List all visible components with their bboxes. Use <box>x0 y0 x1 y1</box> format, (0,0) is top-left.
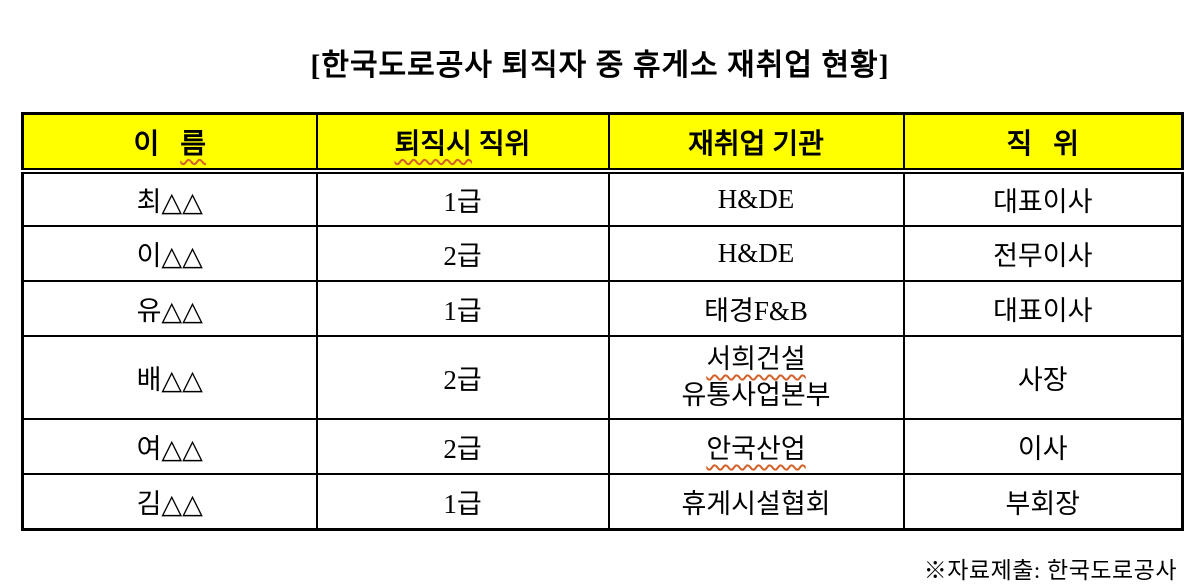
column-header-name: 이 름 <box>21 112 318 174</box>
table-row: 유△△ 1급 태경F&B 대표이사 <box>21 280 1184 337</box>
table-row: 최△△ 1급 H&DE 대표이사 <box>21 170 1184 227</box>
cell-name: 이△△ <box>21 225 318 282</box>
cell-rank: 2급 <box>315 225 610 282</box>
cell-rank: 2급 <box>315 418 610 475</box>
cell-rank: 2급 <box>315 335 610 420</box>
header-text: 직 위 <box>1006 128 1080 160</box>
header-text: 재취업 기관 <box>688 128 824 160</box>
org-line2: 유통사업본부 <box>681 379 831 410</box>
cell-position: 사장 <box>902 335 1184 420</box>
table-row: 여△△ 2급 안국산업 이사 <box>21 418 1184 475</box>
cell-position: 부회장 <box>902 473 1184 530</box>
cell-org: 안국산업 <box>607 418 905 475</box>
cell-position: 이사 <box>902 418 1184 475</box>
cell-name: 김△△ <box>21 473 318 530</box>
org-spellcheck: 안국산업 <box>706 434 806 464</box>
cell-rank: 1급 <box>315 473 610 530</box>
cell-name: 여△△ <box>21 418 318 475</box>
page-title: [한국도로공사 퇴직자 중 휴게소 재취업 현황] <box>310 49 890 82</box>
cell-org: H&DE <box>607 225 905 282</box>
table-header-row: 이 름 퇴직시 직위 재취업 기관 직 위 <box>21 112 1184 174</box>
table-row: 이△△ 2급 H&DE 전무이사 <box>21 225 1184 282</box>
column-header-rank-at-retirement: 퇴직시 직위 <box>315 112 610 174</box>
reemployment-table: 이 름 퇴직시 직위 재취업 기관 직 위 최△△ 1급 H&DE 대표이사 이… <box>21 112 1184 531</box>
cell-position: 대표이사 <box>902 170 1184 227</box>
header-text: 직위 <box>471 128 531 160</box>
cell-name: 배△△ <box>21 335 318 420</box>
cell-org: 휴게시설협회 <box>607 473 905 530</box>
source-note: ※자료제출: 한국도로공사 <box>923 558 1177 583</box>
header-text-spellcheck: 름 <box>180 128 207 160</box>
header-text-spellcheck: 퇴직시 <box>394 128 472 160</box>
column-header-reemployment-org: 재취업 기관 <box>607 112 905 174</box>
table-row: 김△△ 1급 휴게시설협회 부회장 <box>21 473 1184 530</box>
cell-name: 유△△ <box>21 280 318 337</box>
cell-org: 태경F&B <box>607 280 905 337</box>
cell-org: H&DE <box>607 170 905 227</box>
cell-position: 대표이사 <box>902 280 1184 337</box>
cell-name: 최△△ <box>21 170 318 227</box>
cell-rank: 1급 <box>315 170 610 227</box>
cell-rank: 1급 <box>315 280 610 337</box>
org-line1-spellcheck: 서희건설 <box>706 343 806 374</box>
cell-position: 전무이사 <box>902 225 1184 282</box>
column-header-position: 직 위 <box>902 112 1184 174</box>
header-text: 이 <box>133 128 181 160</box>
